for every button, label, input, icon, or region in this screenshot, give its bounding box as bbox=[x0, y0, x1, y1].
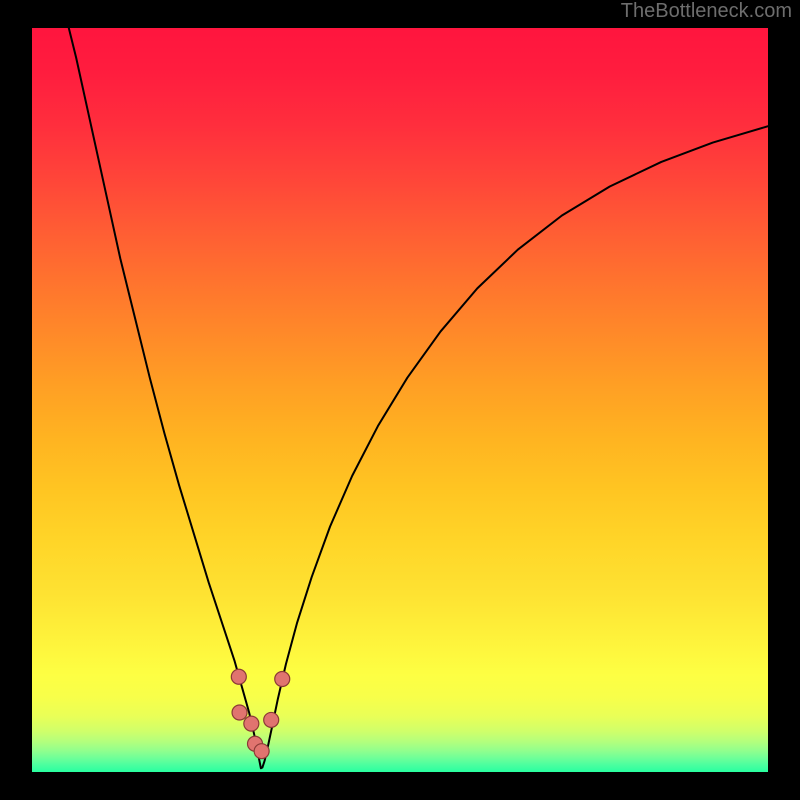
frame-border-bottom bbox=[0, 772, 800, 800]
data-point bbox=[254, 744, 269, 759]
chart-svg-layer bbox=[32, 28, 768, 772]
frame-border-right bbox=[768, 0, 800, 800]
data-point bbox=[231, 669, 246, 684]
watermark-text: TheBottleneck.com bbox=[621, 0, 792, 23]
bottleneck-curve bbox=[69, 28, 768, 768]
data-point bbox=[232, 705, 247, 720]
data-point bbox=[264, 712, 279, 727]
data-point bbox=[244, 716, 259, 731]
data-point bbox=[275, 672, 290, 687]
plot-area bbox=[32, 28, 768, 772]
frame-border-left bbox=[0, 0, 32, 800]
